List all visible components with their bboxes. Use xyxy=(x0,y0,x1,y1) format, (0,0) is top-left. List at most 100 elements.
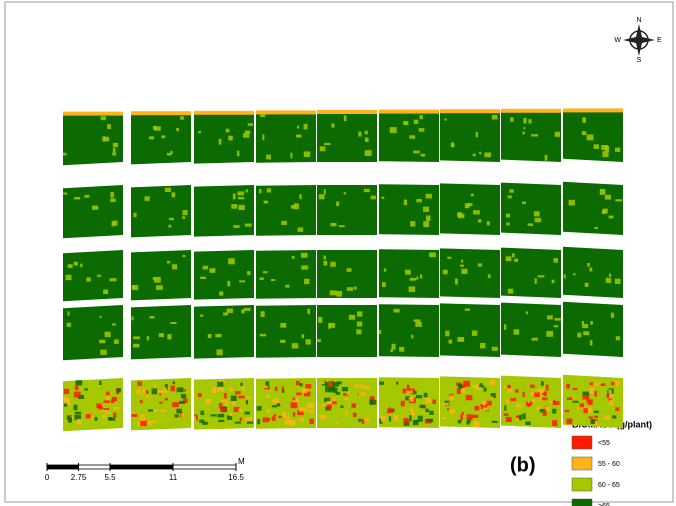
plot-speck xyxy=(504,385,506,389)
plot-speck xyxy=(362,419,365,424)
plot-speck xyxy=(263,271,268,273)
plot-speck xyxy=(331,123,334,127)
plot-speck xyxy=(527,404,531,407)
field-plot xyxy=(563,375,623,428)
plot-speck xyxy=(161,135,165,138)
plot-speck xyxy=(148,409,154,411)
plot-speck xyxy=(441,417,446,419)
plot-speck xyxy=(172,192,176,197)
plot-speck xyxy=(113,148,116,152)
plot-speck xyxy=(113,413,116,418)
plot-speck xyxy=(492,347,498,351)
plot-speck xyxy=(410,396,414,401)
plot-speck xyxy=(257,419,260,424)
plot-speck xyxy=(92,206,98,210)
plot-speck xyxy=(291,205,296,209)
plot-speck xyxy=(77,419,82,425)
plot-speck xyxy=(238,396,244,399)
scale-segment xyxy=(110,465,173,469)
plot-speck xyxy=(410,278,416,281)
plot-speck xyxy=(457,337,464,342)
plot-speck xyxy=(304,151,310,157)
plot-speck xyxy=(510,117,513,122)
field-plot xyxy=(317,185,377,235)
plot-speck xyxy=(132,285,139,290)
plot-speck xyxy=(159,402,162,404)
plot-speck xyxy=(514,259,518,262)
legend-label: 60 - 65 xyxy=(598,482,620,489)
plot-speck xyxy=(480,343,486,348)
legend-swatch xyxy=(572,499,592,506)
map-figure: N S E W BIOMASS (g/plant) (b) <5555 - 60… xyxy=(0,0,676,506)
plot-speck xyxy=(183,210,188,215)
plot-speck xyxy=(528,119,531,123)
field-plot xyxy=(440,303,500,357)
plot-speck xyxy=(546,385,549,391)
plot-speck xyxy=(531,134,538,136)
plot-speck xyxy=(179,401,185,404)
plot-speck xyxy=(307,410,314,413)
plot-area xyxy=(501,303,561,357)
plot-edge xyxy=(501,109,561,113)
field-plot xyxy=(379,184,439,235)
plot-speck xyxy=(238,197,245,199)
plot-speck xyxy=(298,227,304,231)
plot-speck xyxy=(280,340,285,343)
plot-speck xyxy=(478,219,481,222)
plot-speck xyxy=(235,422,241,424)
plot-speck xyxy=(572,401,578,403)
plot-speck xyxy=(546,331,553,337)
plot-speck xyxy=(223,313,228,316)
scale-segment xyxy=(173,465,236,469)
plot-speck xyxy=(99,340,105,344)
field-plot xyxy=(194,111,254,164)
plot-speck xyxy=(487,221,490,225)
plot-speck xyxy=(210,414,217,416)
plot-area xyxy=(379,304,439,357)
plot-speck xyxy=(104,400,111,403)
plot-speck xyxy=(444,119,446,121)
plot-speck xyxy=(594,411,599,413)
plot-area xyxy=(440,183,500,235)
plot-speck xyxy=(336,392,341,395)
plot-speck xyxy=(165,188,171,192)
plot-speck xyxy=(396,382,398,385)
plot-speck xyxy=(328,398,330,400)
plot-speck xyxy=(165,398,168,400)
plot-speck xyxy=(472,415,478,418)
field-plot xyxy=(256,110,316,162)
plot-speck xyxy=(168,225,171,228)
legend-swatch xyxy=(572,436,592,449)
plot-area xyxy=(379,184,439,235)
plot-speck xyxy=(615,199,622,201)
plot-speck xyxy=(389,416,391,421)
plot-speck xyxy=(409,415,411,421)
plot-speck xyxy=(411,411,415,415)
scale-tick-label: 11 xyxy=(169,473,178,482)
plot-speck xyxy=(473,154,476,157)
field-plot xyxy=(194,378,254,430)
plot-speck xyxy=(413,420,417,422)
plot-speck xyxy=(302,334,305,338)
plot-speck xyxy=(110,278,117,281)
plot-speck xyxy=(552,409,556,414)
field-plot xyxy=(563,302,623,357)
plot-speck xyxy=(320,146,326,151)
plot-area xyxy=(131,185,191,237)
plot-speck xyxy=(573,388,578,390)
field-plot xyxy=(379,377,439,428)
field-plot xyxy=(317,305,377,357)
plot-area xyxy=(194,185,254,237)
plot-speck xyxy=(170,322,176,324)
plot-speck xyxy=(330,262,336,267)
plot-speck xyxy=(423,221,429,227)
plot-speck xyxy=(522,413,526,419)
plot-speck xyxy=(225,402,228,407)
plot-speck xyxy=(347,268,352,272)
plot-speck xyxy=(297,126,299,129)
plot-speck xyxy=(282,386,284,390)
plot-speck xyxy=(416,199,422,202)
plot-speck xyxy=(243,133,249,138)
plot-speck xyxy=(281,221,287,225)
plot-speck xyxy=(339,225,345,227)
